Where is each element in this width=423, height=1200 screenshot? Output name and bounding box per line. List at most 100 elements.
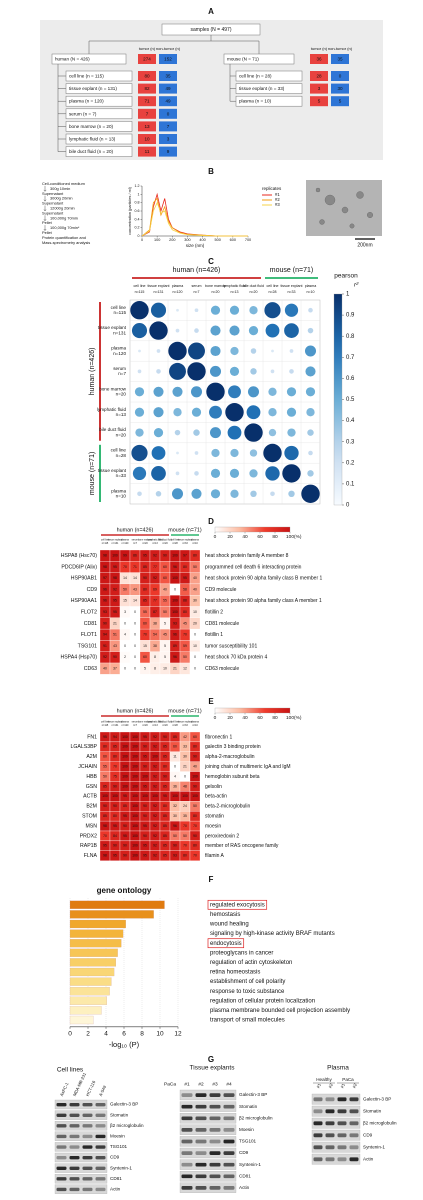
marker-label: Galectin-3 BP (363, 1096, 391, 1101)
correlation-bubble (250, 348, 257, 354)
blot-strip (179, 1136, 237, 1147)
cell-value: 70 (123, 565, 127, 569)
correlation-bubble (194, 471, 199, 476)
cell-value: 80 (183, 610, 187, 614)
blot-band (209, 1162, 221, 1167)
column-label: cell line (171, 539, 180, 542)
non-tumor-box (331, 96, 349, 107)
cell-value: 95 (143, 824, 147, 828)
blot-strip (311, 1153, 361, 1165)
marker-label: β2 microglobulin (239, 1115, 273, 1120)
gene-label: CD81 (84, 621, 97, 627)
blot-band (69, 1113, 80, 1117)
legend-tick-label: 60 (257, 715, 263, 721)
sample-label: bile duct fluid (n = 20) (69, 149, 114, 154)
cell-value: 12 (183, 667, 187, 671)
blot-band (209, 1174, 221, 1179)
blot-strip (54, 1121, 108, 1131)
row-label: n=33 (116, 473, 127, 478)
tumor-box (138, 134, 156, 144)
blot-strip (54, 1110, 108, 1120)
cell-value: 85 (143, 565, 147, 569)
gene-description: alpha-2-macroglobulin (205, 754, 255, 760)
correlation-bubble (149, 321, 168, 340)
cell-value: 60 (193, 735, 197, 739)
gene-label: GSN (86, 784, 97, 790)
correlation-bubble (244, 423, 263, 442)
cell-value: 0 (134, 621, 136, 625)
gene-description: galectin 3 binding protein (205, 744, 261, 750)
blot-band (82, 1102, 93, 1107)
blot-band (313, 1157, 323, 1162)
correlation-bubble (153, 428, 164, 438)
cell-value: 95 (183, 576, 187, 580)
cell-value: 60 (173, 745, 177, 749)
gene-label: FN1 (87, 734, 97, 740)
cell-value: 100 (142, 794, 148, 798)
cell-value: 0 (174, 587, 176, 591)
cell-value: 77 (153, 565, 157, 569)
x-tick-label: 100 (154, 238, 160, 242)
correlation-bubble (168, 341, 187, 361)
cell-value: 100 (122, 765, 128, 769)
column-label: n=28 (172, 724, 178, 727)
correlation-bubble (307, 470, 314, 477)
cell-value: 94 (103, 633, 107, 637)
column-label: cell line (101, 539, 110, 542)
cell-value: 96 (173, 824, 177, 828)
correlation-bubble (249, 449, 258, 457)
cell-value: 40 (103, 667, 107, 671)
correlation-bubble (305, 387, 316, 397)
cell-value: 8 (154, 655, 156, 659)
bar (69, 919, 126, 929)
cell-value: 80 (163, 804, 167, 808)
cell-value: 55 (163, 599, 167, 603)
cell-value: 70 (183, 824, 187, 828)
legend-tick-label: 100 (286, 534, 294, 540)
tumor-count: 13 (144, 124, 150, 129)
y-tick-label: 0.6 (135, 209, 140, 213)
cell-value: 45 (183, 621, 187, 625)
column-label: n=10 (306, 290, 314, 294)
correlation-bubble (172, 386, 183, 397)
protocol-step: Supernatant (42, 191, 64, 196)
blot-band (82, 1145, 93, 1149)
cell-value: 80 (193, 554, 197, 558)
row-label: n=131 (113, 330, 126, 335)
column-label: n=33 (182, 724, 188, 727)
cell-value: 92 (153, 735, 157, 739)
tumor-count: 5 (318, 99, 321, 104)
protocol-step: 300g 10min (50, 186, 70, 191)
blot-band (349, 1097, 359, 1102)
cell-value: 0 (124, 644, 126, 648)
gene-label: TSG101 (78, 643, 97, 649)
blot-strip (179, 1147, 237, 1159)
correlation-bubble (305, 366, 316, 377)
cell-value: 30 (193, 599, 197, 603)
column-label: n=13 (152, 542, 158, 545)
row-label: tissue explant (98, 468, 127, 473)
correlation-bubble (230, 489, 239, 498)
cell-value: 59 (183, 644, 187, 648)
cell-value: 90 (163, 774, 167, 778)
cell-value: 3 (124, 610, 126, 614)
bar (69, 910, 154, 919)
cell-value: 60 (143, 655, 147, 659)
cell-value: 8 (154, 667, 156, 671)
sample-box (65, 121, 133, 132)
column-label: n=28 (268, 290, 276, 294)
row-label: bile duct fluid (99, 427, 126, 432)
gene-description: fibronectin 1 (205, 734, 232, 740)
cell-value: 90 (193, 834, 197, 838)
cell-value: 90 (143, 576, 147, 580)
non-tumor-box (159, 108, 177, 119)
cell-value: 100 (112, 554, 118, 558)
cell-value: 77 (153, 599, 157, 603)
correlation-bubble (248, 326, 259, 336)
sample-label: lymphatic fluid (n = 13) (69, 137, 116, 142)
marker-label: β2 microglobulin (363, 1120, 397, 1125)
x-tick-label: 600 (230, 238, 236, 242)
non-tumor-box (159, 134, 177, 144)
non-tumor-count: 5 (339, 99, 342, 104)
vesicle (319, 219, 325, 225)
